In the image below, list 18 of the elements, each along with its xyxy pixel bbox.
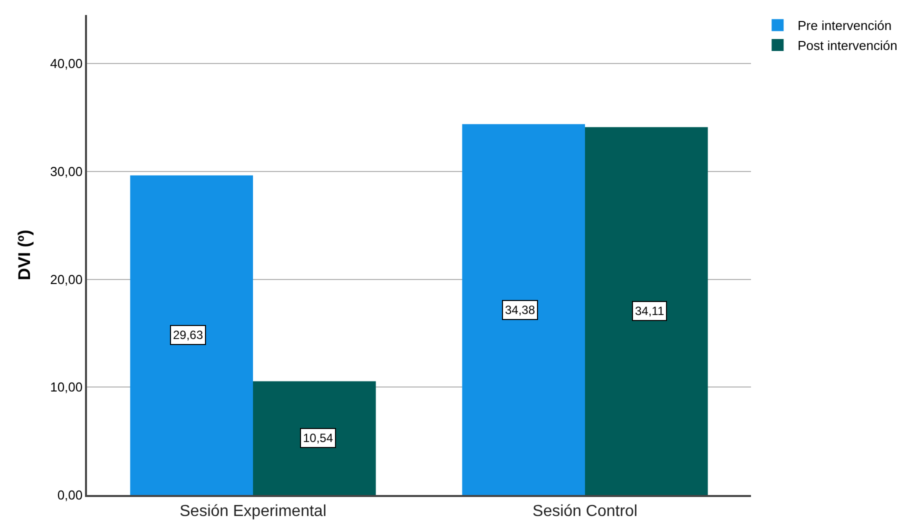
x-tick-label: Sesión Experimental <box>180 502 326 520</box>
data-label: 10,54 <box>303 431 334 445</box>
y-axis-title: DVI (º) <box>15 230 34 280</box>
data-label: 34,38 <box>505 303 536 317</box>
legend-label: Pre intervención <box>798 18 892 34</box>
bar <box>253 381 376 495</box>
x-tick-label: Sesión Control <box>532 502 638 520</box>
data-label: 29,63 <box>173 328 204 342</box>
y-tick-label: 0,00 <box>57 488 83 503</box>
bar <box>130 175 253 495</box>
bar <box>462 124 585 495</box>
legend-label: Post intervención <box>798 38 898 54</box>
y-tick-label: 40,00 <box>50 56 83 72</box>
bar <box>585 127 708 495</box>
y-tick-label: 30,00 <box>50 164 83 179</box>
data-label: 34,11 <box>635 304 664 318</box>
y-tick-label: 20,00 <box>50 272 83 287</box>
y-tick-label: 10,00 <box>50 380 83 395</box>
